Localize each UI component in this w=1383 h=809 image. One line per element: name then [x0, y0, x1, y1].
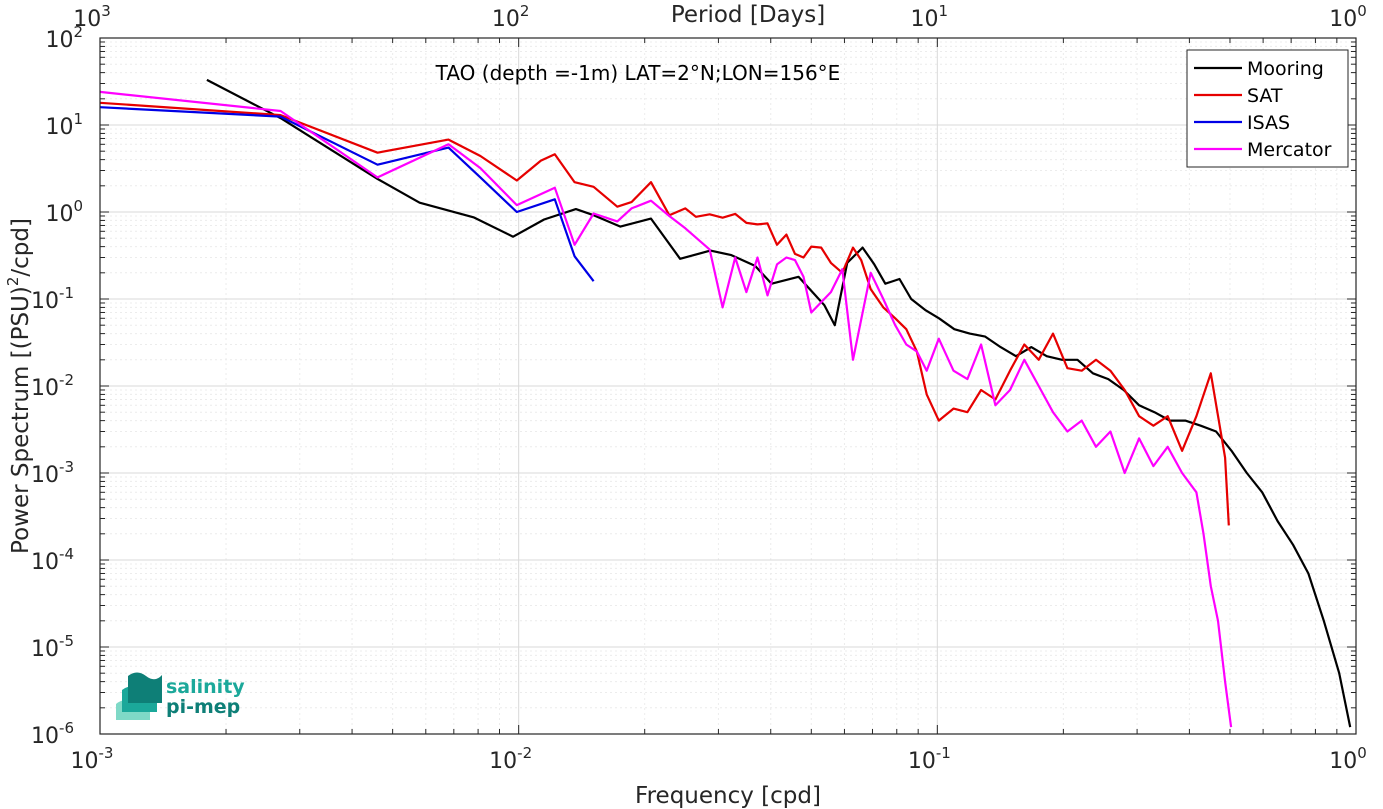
- x-tick-label-exponent: -1: [936, 744, 951, 762]
- y-tick-label-exponent: 2: [73, 23, 83, 41]
- top-x-tick-label-exponent: 3: [101, 2, 111, 20]
- x-tick-label: 100: [1329, 744, 1367, 774]
- y-tick-label: 10-4: [31, 545, 74, 575]
- legend-entries: Mooring SAT ISAS Mercator: [1194, 58, 1332, 161]
- y-tick-label-base: 10: [31, 376, 59, 401]
- legend-label-isas: ISAS: [1247, 112, 1290, 134]
- series-line-mooring: [206, 78, 1352, 728]
- legend-box: [1186, 49, 1349, 168]
- x-tick-label-base: 10: [908, 749, 936, 774]
- y-tick-label-exponent: -4: [59, 545, 74, 563]
- top-x-tick-labels: 103 102 101 100: [73, 2, 1367, 32]
- x-tick-label-exponent: -3: [99, 744, 114, 762]
- y-axis-title-superscript: 2: [4, 277, 22, 287]
- x-tick-label-base: 10: [71, 749, 99, 774]
- x-tick-label-exponent: -2: [517, 744, 532, 762]
- x-tick-label-base: 10: [489, 749, 517, 774]
- y-tick-label-base: 10: [45, 202, 73, 227]
- y-tick-label-exponent: -3: [59, 458, 74, 476]
- top-x-tick-label-exponent: 0: [1357, 2, 1367, 20]
- chart-title: TAO (depth =-1m) LAT=2°N;LON=156°E: [435, 61, 841, 85]
- top-x-tick-label: 101: [911, 2, 949, 32]
- y-tick-label-base: 10: [31, 289, 59, 314]
- top-x-tick-label: 100: [1329, 2, 1367, 32]
- y-tick-label-exponent: -2: [59, 371, 74, 389]
- x-tick-label: 10-3: [71, 744, 114, 774]
- x-tick-label-exponent: 0: [1357, 744, 1367, 762]
- top-x-tick-label: 102: [492, 2, 530, 32]
- x-axis-title: Frequency [cpd]: [635, 783, 821, 809]
- top-x-tick-label-base: 10: [1329, 7, 1357, 32]
- series-line-mercator: [99, 90, 1233, 728]
- y-tick-label-exponent: -6: [59, 719, 74, 737]
- y-tick-label: 10-5: [31, 632, 74, 662]
- y-axis-title: Power Spectrum [(PSU)2/cpd]: [4, 218, 34, 554]
- y-tick-label-exponent: -5: [59, 632, 74, 650]
- series-line-sat: [99, 101, 1230, 526]
- y-tick-label: 10-3: [31, 458, 74, 488]
- x-tick-label: 10-1: [908, 744, 951, 774]
- y-tick-label-exponent: 1: [73, 110, 83, 128]
- y-tick-label: 100: [45, 197, 83, 227]
- top-x-tick-label-base: 10: [492, 7, 520, 32]
- legend-label-mercator: Mercator: [1247, 139, 1332, 161]
- logo-wave-icon: [128, 672, 162, 703]
- top-x-tick-label-exponent: 1: [939, 2, 949, 20]
- y-tick-label-base: 10: [31, 724, 59, 749]
- y-tick-label: 10-1: [31, 284, 74, 314]
- y-tick-label-base: 10: [31, 463, 59, 488]
- y-tick-label-base: 10: [31, 637, 59, 662]
- y-tick-label: 10-2: [31, 371, 74, 401]
- logo-text-salinity: salinity: [166, 676, 245, 698]
- y-tick-label: 102: [45, 23, 83, 53]
- y-axis-title-unit: /cpd]: [8, 218, 34, 277]
- top-x-axis-title: Period [Days]: [671, 2, 825, 28]
- y-tick-label-exponent: 0: [73, 197, 83, 215]
- legend-label-mooring: Mooring: [1247, 58, 1324, 80]
- x-tick-label-base: 10: [1329, 749, 1357, 774]
- salinity-pi-mep-logo: salinity pi-mep: [116, 672, 245, 720]
- x-tick-labels: 10-3 10-2 10-1 100: [71, 744, 1367, 774]
- logo-mark-icon: [116, 672, 162, 720]
- series-lines: [99, 78, 1352, 728]
- y-tick-label: 101: [45, 110, 83, 140]
- y-tick-label-exponent: -1: [59, 284, 74, 302]
- top-x-tick-label-exponent: 2: [520, 2, 530, 20]
- axis-ticks: [99, 37, 1357, 735]
- legend: Mooring SAT ISAS Mercator: [1186, 49, 1349, 168]
- logo-text-pi-mep: pi-mep: [166, 696, 240, 718]
- y-tick-label: 10-6: [31, 719, 74, 749]
- x-tick-label: 10-2: [489, 744, 532, 774]
- top-x-tick-label-base: 10: [73, 7, 101, 32]
- y-tick-label-base: 10: [45, 28, 73, 53]
- legend-label-sat: SAT: [1247, 85, 1283, 107]
- grid: [99, 37, 1357, 735]
- y-axis-title-main: Power Spectrum [(PSU): [8, 286, 34, 554]
- top-x-tick-label: 103: [73, 2, 111, 32]
- y-tick-label-base: 10: [31, 550, 59, 575]
- top-x-tick-label-base: 10: [911, 7, 939, 32]
- y-tick-label-base: 10: [45, 115, 73, 140]
